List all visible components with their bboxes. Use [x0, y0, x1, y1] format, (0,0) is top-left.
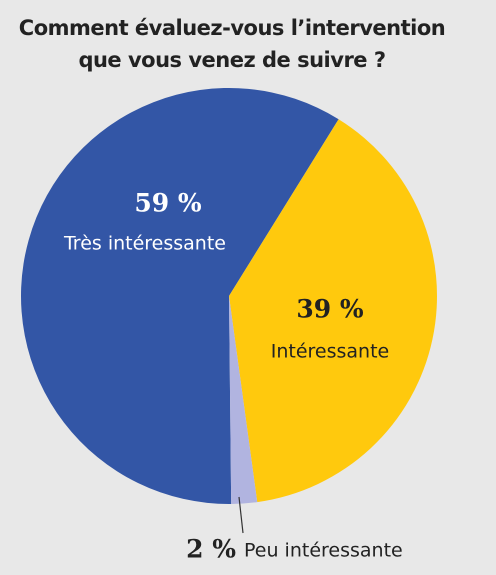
category-label: Intéressante	[271, 341, 390, 363]
pie	[21, 87, 437, 504]
leader-line	[238, 496, 244, 534]
category-label: Très intéressante	[63, 233, 226, 255]
chart-title: que vous venez de suivre ?	[78, 48, 385, 72]
value-label: 2 %	[186, 535, 236, 564]
value-label: 59 %	[134, 189, 201, 218]
pie-slice	[21, 87, 339, 504]
pie-slice	[229, 296, 258, 504]
value-label: 39 %	[296, 295, 363, 324]
chart-title: Comment évaluez-vous l’intervention	[19, 16, 445, 40]
category-label: Peu intéressante	[244, 540, 403, 562]
pie-slice	[229, 119, 437, 503]
